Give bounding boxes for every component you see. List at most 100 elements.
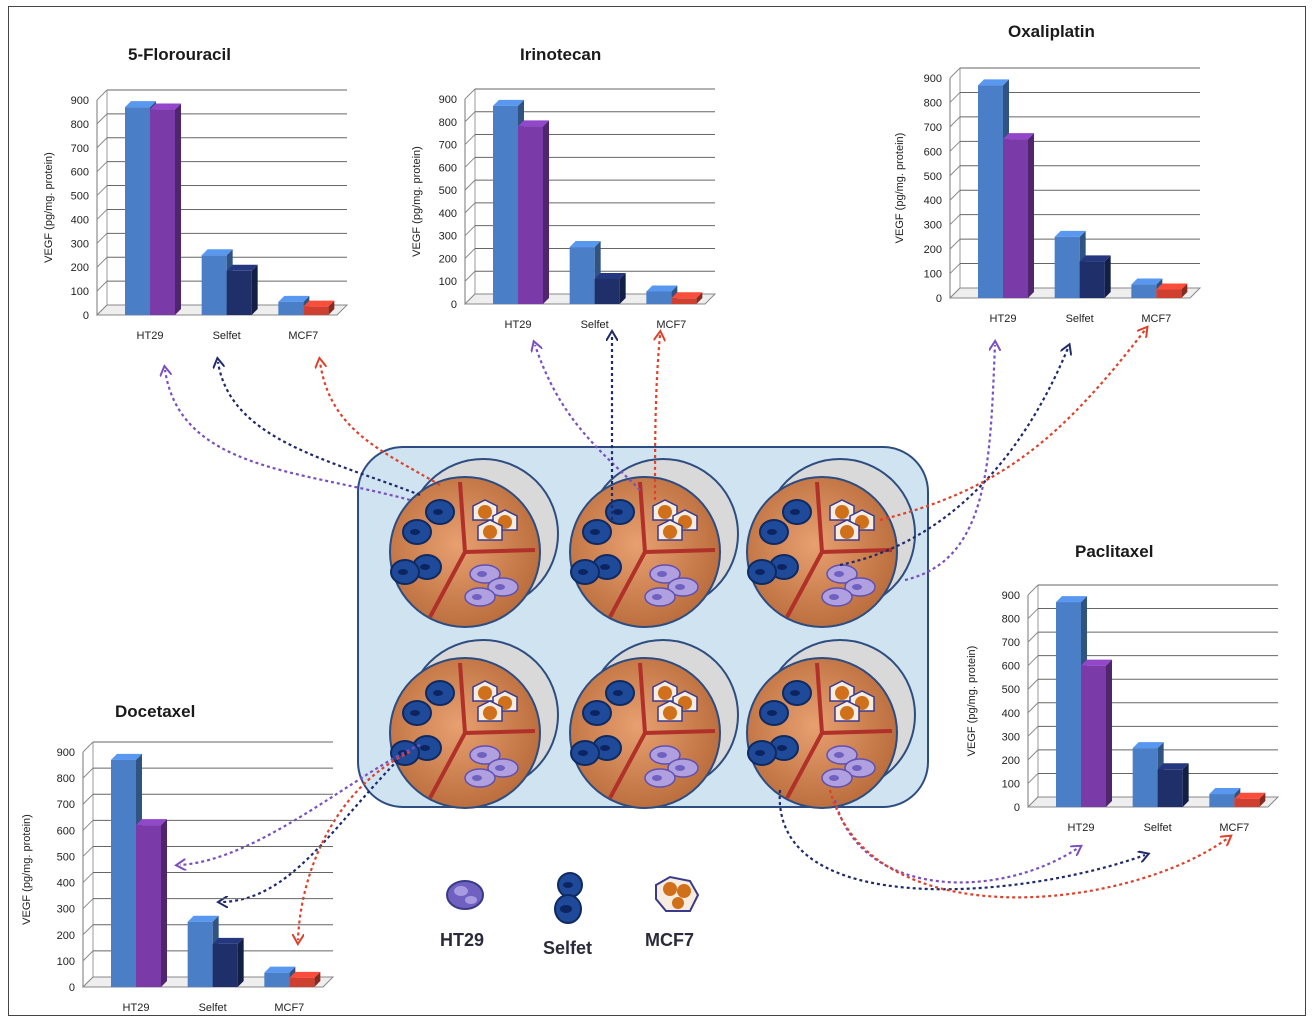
selfet-cell-icon <box>554 872 583 924</box>
grid-side <box>82 793 94 805</box>
grid-side <box>949 116 961 128</box>
arrow-11 <box>778 789 1145 891</box>
y-tick-label: 100 <box>71 286 89 298</box>
y-axis-label: VEGF (pg/mg. protein) <box>894 133 906 244</box>
legend-label-selfet: Selfet <box>543 938 593 958</box>
y-tick-label: 400 <box>924 195 942 207</box>
x-tick-label: Selfet <box>1144 822 1172 834</box>
chart-title-oxaliplatin: Oxaliplatin <box>1008 22 1095 41</box>
grid-side <box>464 248 476 259</box>
grid-side <box>96 232 108 244</box>
y-tick-label: 800 <box>71 119 89 131</box>
bar-mcf7-b <box>289 971 321 987</box>
y-tick-label: 600 <box>1002 661 1020 673</box>
y-tick-label: 200 <box>57 930 75 942</box>
y-tick-label: 700 <box>439 140 457 152</box>
y-tick-label: 500 <box>57 851 75 863</box>
y-tick-label: 300 <box>439 231 457 243</box>
y-tick-label: 600 <box>924 146 942 158</box>
bar-selfet-b <box>594 272 626 304</box>
grid-side <box>82 819 94 831</box>
y-tick-label: 600 <box>71 167 89 179</box>
y-tick-label: 500 <box>71 191 89 203</box>
grid-side <box>464 202 476 214</box>
x-tick-label: Selfet <box>581 319 609 331</box>
grid-side <box>1027 631 1039 643</box>
legend <box>446 872 700 924</box>
grid-side <box>949 140 961 152</box>
x-tick-label: HT29 <box>123 1002 150 1014</box>
y-tick-label: 900 <box>924 73 942 85</box>
y-tick-label: 100 <box>57 956 75 968</box>
y-tick-label: 600 <box>439 162 457 174</box>
y-axis-label: VEGF (pg/mg. protein) <box>966 646 978 757</box>
y-tick-label: 200 <box>1002 755 1020 767</box>
grid-side <box>82 767 94 779</box>
y-tick-label: 900 <box>57 747 75 759</box>
bar-selfet-b <box>226 264 258 315</box>
y-tick-label: 800 <box>924 97 942 109</box>
bar-ht29-b <box>150 103 181 315</box>
y-tick-label: 600 <box>57 825 75 837</box>
chart-1: 0 100 200 300 400 500 600 700 800 900 VEGF (pg/mg.… <box>411 88 717 331</box>
grid-side <box>82 741 94 753</box>
bar-mcf7-b <box>671 292 703 304</box>
y-tick-label: 300 <box>924 220 942 232</box>
bar-mcf7-b <box>1234 792 1266 807</box>
y-tick-label: 400 <box>1002 708 1020 720</box>
grid-side <box>1027 702 1039 714</box>
y-tick-label: 400 <box>57 878 75 890</box>
x-tick-label: MCF7 <box>656 319 686 331</box>
arrow-15 <box>298 751 411 940</box>
well-4 <box>389 639 559 809</box>
arrow-12 <box>828 789 1228 899</box>
bar-mcf7-b <box>1156 283 1188 298</box>
chart-title-docetaxel: Docetaxel <box>115 702 196 721</box>
grid-side <box>1027 749 1039 761</box>
y-tick-label: 800 <box>57 773 75 785</box>
grid-side <box>82 846 94 857</box>
x-tick-label: Selfet <box>1066 313 1094 325</box>
y-tick-label: 400 <box>71 214 89 226</box>
arrow-3 <box>320 362 441 486</box>
y-tick-label: 0 <box>936 293 942 305</box>
y-axis-label: VEGF (pg/mg. protein) <box>21 814 33 925</box>
y-tick-label: 500 <box>1002 684 1020 696</box>
grid-side <box>1027 655 1039 667</box>
arrow-9 <box>879 330 1145 522</box>
grid-side <box>82 924 94 936</box>
y-tick-label: 800 <box>1002 614 1020 626</box>
bar-selfet-a <box>569 241 601 304</box>
bar-ht29-b <box>136 819 167 987</box>
y-tick-label: 400 <box>439 208 457 220</box>
y-tick-label: 300 <box>71 238 89 250</box>
arrow-7 <box>904 345 995 582</box>
y-tick-label: 900 <box>439 94 457 106</box>
x-tick-label: Selfet <box>199 1002 227 1014</box>
y-tick-label: 500 <box>439 185 457 197</box>
chart-2: 0 100 200 300 400 500 600 700 800 900 VEGF (pg/mg.… <box>894 67 1202 325</box>
grid-side <box>96 280 108 292</box>
grid-side <box>464 156 476 168</box>
grid-side <box>464 111 476 123</box>
y-tick-label: 500 <box>924 171 942 183</box>
well-5 <box>569 639 739 809</box>
y-tick-label: 0 <box>1014 802 1020 814</box>
y-tick-label: 300 <box>57 904 75 916</box>
y-axis-label: VEGF (pg/mg. protein) <box>43 152 55 263</box>
bar-ht29-a <box>1056 596 1087 807</box>
y-axis-label: VEGF (pg/mg. protein) <box>411 146 423 257</box>
y-tick-label: 800 <box>439 117 457 129</box>
well-1 <box>389 458 559 628</box>
y-tick-label: 0 <box>69 982 75 994</box>
grid-side <box>1027 608 1039 619</box>
grid-side <box>96 209 108 220</box>
arrow-6 <box>655 335 660 501</box>
grid-side <box>949 165 961 177</box>
grid-side <box>949 238 961 250</box>
grid-side <box>1027 584 1039 596</box>
grid-side <box>82 898 94 910</box>
x-tick-label: Selfet <box>213 330 241 342</box>
